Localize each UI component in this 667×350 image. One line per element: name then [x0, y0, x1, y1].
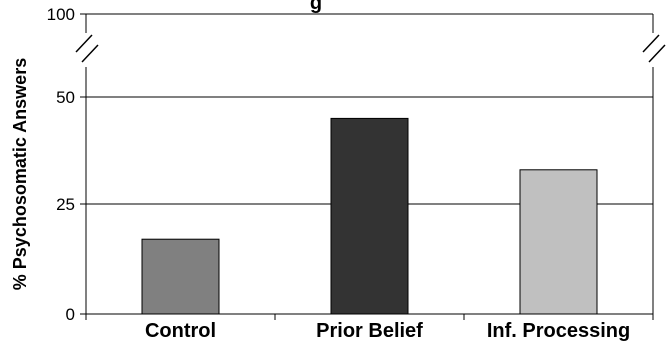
bars-layer: [141, 117, 598, 315]
bar-2: [519, 169, 598, 315]
x-tick-label-1: Prior Belief: [316, 320, 423, 342]
chart-title: g: [310, 0, 322, 14]
bar-1: [330, 117, 409, 315]
left-axis-break-marks: [74, 33, 100, 67]
y-tick-label-100: 100: [47, 5, 75, 24]
bar-0: [141, 238, 220, 315]
y-tick-label-50: 50: [56, 88, 75, 107]
right-axis-break-marks: [641, 33, 667, 67]
y-axis-title: % Psychosomatic Answers: [10, 58, 30, 290]
y-tick-label-0: 0: [66, 305, 75, 324]
category-labels: Control Prior Belief Inf. Processing: [145, 320, 630, 342]
y-tick-label-25: 25: [56, 195, 75, 214]
x-tick-label-2: Inf. Processing: [487, 320, 630, 342]
x-tick-label-0: Control: [145, 320, 216, 342]
